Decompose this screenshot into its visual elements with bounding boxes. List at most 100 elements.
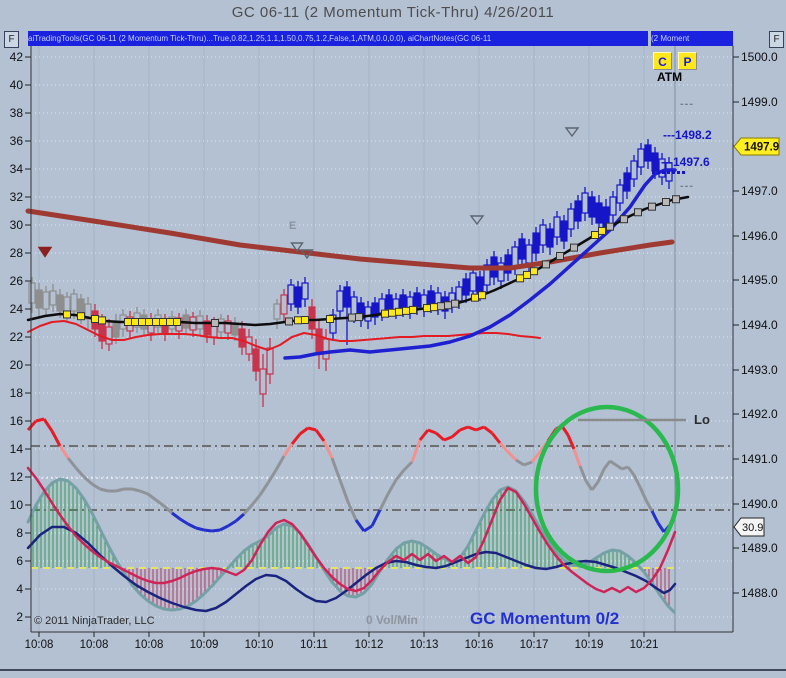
- ma-square-yellow: [516, 274, 524, 283]
- oscillator-signal-line: [602, 460, 612, 470]
- oscillator-signal-line: [338, 479, 350, 503]
- last-price-tag: [733, 137, 780, 156]
- candle-body: [252, 348, 260, 372]
- oscillator-signal-line: [35, 417, 45, 423]
- candle-body: [476, 276, 484, 294]
- annotation-ellipse: [533, 404, 681, 574]
- oscillator-signal-line: [363, 524, 373, 533]
- function-key-button-left[interactable]: F: [4, 31, 19, 48]
- oscillator-signal-line: [26, 420, 38, 431]
- candle-body: [462, 278, 470, 296]
- time-axis-label: 10:12: [355, 639, 384, 651]
- ma-square-gray: [648, 202, 656, 211]
- candle-body: [651, 152, 659, 172]
- ma-square-yellow: [591, 231, 599, 239]
- momentum-strategy-label: GC Momentum 0/2: [470, 609, 620, 628]
- oscillator-signal-line: [638, 486, 648, 501]
- atm-dash-marker-lower: ---: [680, 180, 694, 192]
- call-button[interactable]: C: [653, 52, 672, 70]
- ma-square-yellow: [152, 318, 160, 326]
- candle-body: [35, 289, 43, 309]
- left-axis-label: 12: [10, 470, 24, 484]
- oscillator-signal-line: [427, 428, 437, 435]
- hollow-triangle-marker: [290, 242, 304, 253]
- ma-square-gray: [437, 302, 445, 311]
- right-axis-label: 1496.0: [741, 229, 778, 243]
- copyright-text: © 2011 NinjaTrader, LLC: [34, 615, 155, 627]
- oscillator-signal-line: [451, 428, 461, 439]
- oscillator-signal-line: [530, 451, 542, 463]
- candle-body: [273, 303, 281, 320]
- oscillator-signal-line: [378, 493, 390, 511]
- ma-square-yellow: [381, 309, 389, 318]
- candle-body: [413, 292, 421, 308]
- ma-square-gray: [211, 319, 219, 327]
- candle-body: [84, 303, 92, 320]
- oscillator-signal-line: [307, 426, 317, 432]
- oscillator-signal-line: [346, 501, 358, 521]
- right-axis-label: 1497.0: [741, 184, 778, 198]
- oscillator-signal-line: [211, 528, 221, 533]
- left-axis-label: 6: [16, 554, 23, 568]
- oscillator-signal-line: [203, 528, 213, 533]
- window-bottom-edge: [0, 669, 786, 671]
- candle-body: [245, 336, 253, 355]
- candle-body: [658, 158, 666, 178]
- slow-trend-ma-line: [25, 208, 675, 271]
- time-axis-label: 10:19: [575, 639, 604, 651]
- ma-square-yellow: [478, 291, 486, 300]
- right-axis-label: 1495.0: [741, 273, 778, 287]
- hollow-triangle-marker: [469, 215, 485, 226]
- oscillator-signal-line: [163, 504, 173, 515]
- candle-body: [637, 148, 645, 168]
- oscillator-signal-line: [139, 489, 149, 496]
- candle-body: [532, 232, 540, 254]
- ma-square-yellow: [124, 318, 132, 326]
- time-axis-label: 10:16: [465, 639, 494, 651]
- oscillator-signal-line: [282, 443, 294, 457]
- ma-square-gray: [556, 252, 564, 260]
- left-axis-label: 18: [10, 386, 24, 400]
- oscillator-signal-line: [418, 429, 430, 441]
- candle-body: [224, 320, 232, 334]
- ma-square-gray: [355, 313, 363, 322]
- candle-body: [287, 284, 295, 305]
- oscillator-signal-line: [74, 467, 86, 478]
- oscillator-signal-line: [235, 512, 245, 523]
- candle-body: [259, 368, 267, 395]
- indicator-value-tag-value: 30.9: [742, 522, 763, 534]
- last-price-tag-value: 1497.9: [744, 142, 779, 154]
- candle-body: [301, 282, 309, 300]
- candle-body: [371, 302, 379, 318]
- time-axis-label: 10:08: [25, 639, 54, 651]
- function-key-button-right[interactable]: F: [769, 31, 784, 48]
- oscillator-signal-line: [632, 474, 642, 488]
- oscillator-signal-line: [578, 465, 588, 482]
- banner-right-text: (2 Moment: [651, 31, 733, 46]
- left-axis-label: 10: [10, 498, 24, 512]
- oscillator-signal-line: [187, 522, 197, 530]
- candle-body: [539, 224, 547, 246]
- put-button[interactable]: P: [678, 52, 697, 70]
- indicator-parameter-banner: aiTradingTools(GC 06-11 (2 Momentum Tick…: [28, 31, 733, 46]
- oscillator-signal-line: [171, 511, 181, 521]
- oscillator-signal-line: [195, 526, 205, 532]
- atm-strategy-label[interactable]: ATM: [657, 70, 683, 84]
- oscillator-signal-line: [66, 457, 78, 469]
- oscillator-signal-line: [354, 519, 366, 532]
- candle-body: [56, 294, 64, 312]
- ma-square-gray: [606, 222, 614, 231]
- oscillator-signal-line: [459, 425, 469, 432]
- candle-body: [343, 286, 351, 308]
- entry-marker-letter: E: [289, 220, 297, 232]
- ma-square-yellow: [77, 312, 85, 321]
- oscillator-signal-line: [590, 481, 600, 491]
- oscillator-signal-line: [274, 455, 286, 471]
- left-axis-label: 40: [10, 78, 24, 92]
- candle-body: [315, 328, 323, 355]
- candle-body: [616, 184, 624, 204]
- hollow-triangle-marker: [300, 249, 314, 260]
- oscillator-signal-line: [506, 450, 518, 462]
- oscillator-signal-line: [322, 440, 334, 459]
